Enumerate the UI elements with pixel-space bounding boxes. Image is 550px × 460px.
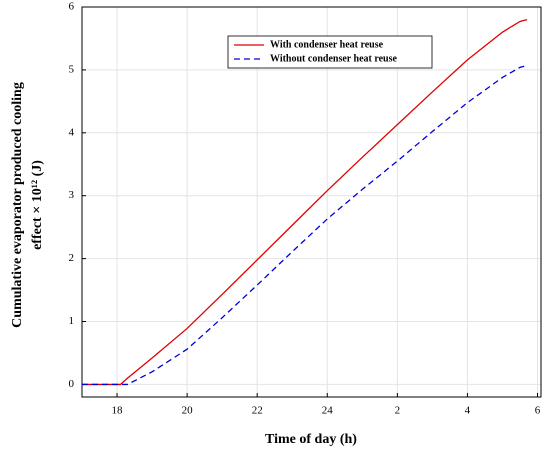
y-tick-label: 6 <box>69 1 75 13</box>
x-tick-label: 2 <box>395 405 401 417</box>
legend-box <box>227 35 433 69</box>
legend-label: Without condenser heat reuse <box>270 53 398 64</box>
line-series <box>82 64 528 386</box>
x-tick-label: 20 <box>182 405 194 417</box>
plot-frame <box>81 6 542 398</box>
y-axis-label: Cumulative evaporator produced cooling <box>10 82 25 328</box>
y-tick-label: 4 <box>69 126 75 138</box>
x-tick-label: 18 <box>112 405 124 417</box>
y-tick-label: 2 <box>69 252 75 264</box>
x-tick-label: 24 <box>322 405 334 417</box>
line-series <box>82 18 528 386</box>
y-tick-label: 1 <box>69 315 75 327</box>
y-axis-label: effect × 10¹² (J) <box>30 160 45 250</box>
y-tick-label: 3 <box>69 189 75 201</box>
x-tick-label: 22 <box>252 405 263 417</box>
x-tick-label: 4 <box>465 405 471 417</box>
x-axis-label: Time of day (h) <box>265 432 357 447</box>
y-tick-label: 5 <box>69 63 75 75</box>
legend-label: With condenser heat reuse <box>270 39 384 50</box>
x-tick-label: 6 <box>535 405 541 417</box>
y-tick-label: 0 <box>69 378 75 390</box>
